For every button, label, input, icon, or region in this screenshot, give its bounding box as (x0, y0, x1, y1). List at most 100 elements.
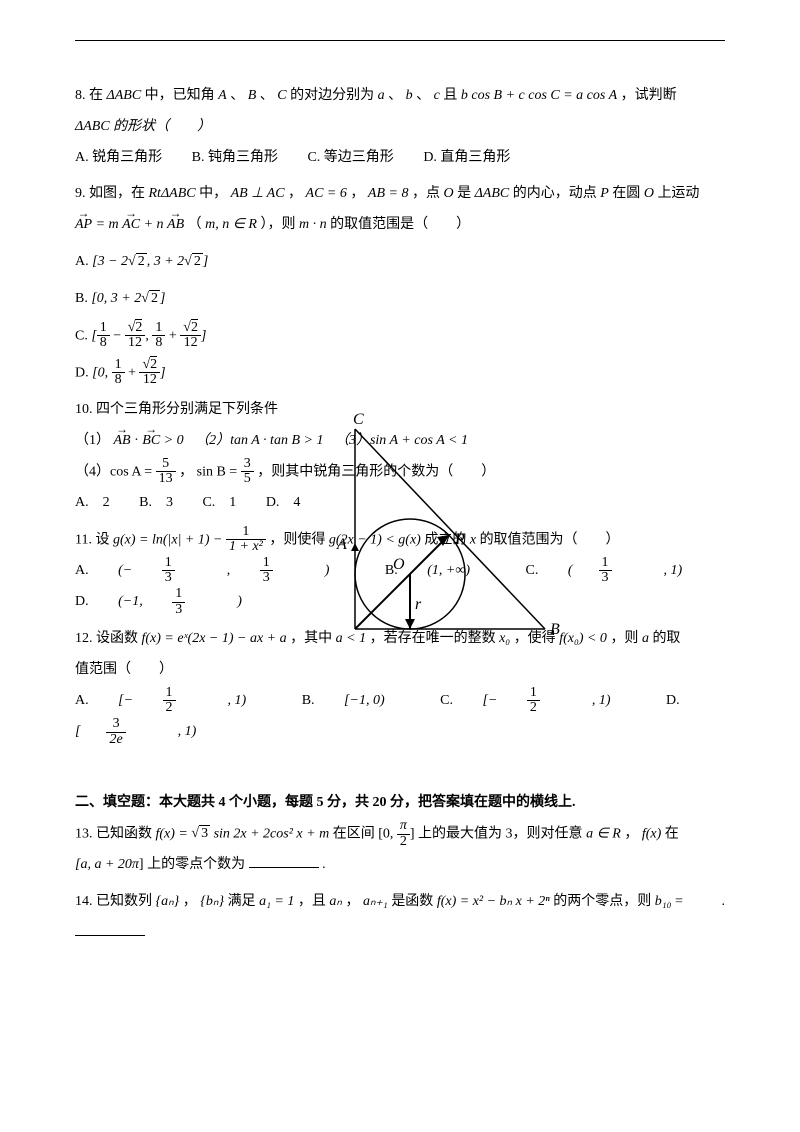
q9-t6: 在圆 (612, 186, 644, 201)
q10-d2: 5 (241, 472, 254, 487)
q9a-label: A. (75, 254, 92, 269)
q13-aa: a, a + 20π (80, 857, 138, 872)
q11d-d: 3 (172, 603, 185, 618)
q11d-l: D. (75, 594, 92, 609)
q9-mn: m, n ∈ R (205, 217, 257, 232)
q13-ain: a ∈ R (586, 826, 621, 841)
q9c-c: ] (201, 328, 206, 343)
q8-line2: ΔABC 的形状（ ） (75, 119, 211, 134)
q9-c2: ， (350, 186, 364, 201)
q13-c: ] 上的最大值为 3，则对任意 (410, 826, 586, 841)
q9b-o: [0, 3 + 2 (91, 291, 141, 306)
question-9: 9. 如图，在 RtΔABC 中， AB ⊥ AC ， AC = 6 ， AB … (75, 179, 725, 389)
question-11: 11. 设 g(x) = ln(|x| + 1) − 11 + x² ，则使得 … (75, 525, 725, 619)
q11c-o: ( (568, 563, 573, 578)
q12c-c: , 1) (592, 693, 611, 708)
q9-ap: AP (75, 210, 92, 241)
q8-options: A. 锐角三角形 B. 钝角三角形 C. 等边三角形 D. 直角三角形 (75, 143, 725, 174)
fraction: 13 (162, 556, 201, 586)
q9-perp: AB ⊥ AC (231, 186, 285, 201)
q12b-l: B. (302, 693, 318, 708)
page: 8. 在 ΔABC 中，已知角 A 、 B 、 C 的对边分别为 a 、 b 、… (0, 0, 800, 1132)
q8-eqn: b cos B + c cos C = a cos A (461, 88, 617, 103)
answer-blank[interactable] (75, 935, 145, 936)
q9-t4: 是 (457, 186, 475, 201)
q9b-r: 2 (149, 290, 160, 306)
q9a-r2: 2 (192, 253, 203, 269)
q12d-o: [ (75, 724, 80, 739)
q12-f: f(x) = eˣ(2x − 1) − ax + a (142, 631, 287, 646)
q13-e: 在 (665, 826, 679, 841)
q12d-c: , 1) (178, 724, 197, 739)
fraction: 18 (112, 358, 125, 388)
q10-oc: C. 1 (202, 495, 236, 510)
q10-c1a: （1） (75, 433, 110, 448)
fraction: 11 + x² (226, 525, 266, 555)
q12-e: ，则 (610, 631, 642, 646)
q10-od: D. 4 (266, 495, 301, 510)
q8-opt-a: A. 锐角三角形 (75, 150, 162, 165)
q9d-rn: √2 (139, 358, 160, 374)
q9d-o: [0, (92, 365, 111, 380)
q13-f: f(x) = (156, 826, 192, 841)
question-13: 13. 已知函数 f(x) = √3 sin 2x + 2cos² x + m … (75, 819, 725, 881)
q13-rest: sin 2x + 2cos² x + m (210, 826, 329, 841)
question-8: 8. 在 ΔABC 中，已知角 A 、 B 、 C 的对边分别为 a 、 b 、… (75, 81, 725, 173)
q9-t7: 上运动 (657, 186, 699, 201)
q9b-c: ] (160, 291, 165, 306)
fraction: 35 (241, 457, 254, 487)
q9c-label: C. (75, 328, 91, 343)
q9-t2: 中， (199, 186, 227, 201)
q10-dot: · (134, 433, 142, 448)
q10-c4b: ， sin B = (179, 464, 241, 479)
q9-abc: ΔABC (475, 186, 510, 201)
q9-lp: （ (188, 217, 202, 232)
q12a-c: , 1) (228, 693, 247, 708)
q14-a: 14. 已知数列 (75, 894, 156, 909)
q14-d: ，且 (298, 894, 330, 909)
fraction: √212 (180, 321, 201, 351)
q13-fx: f(x) (642, 826, 661, 841)
q9c-rn: √2 (125, 321, 146, 337)
q9c-rn2: √2 (180, 321, 201, 337)
q14-an1: aₙ₊₁ (363, 894, 388, 909)
q11-x: x (470, 532, 476, 547)
q8-stem-line1: 8. 在 ΔABC 中，已知角 A 、 B 、 C 的对边分别为 a 、 b 、… (75, 81, 725, 112)
q9-t3: ，点 (412, 186, 444, 201)
q14-h: = (675, 894, 683, 909)
q13-two: 2 (397, 835, 410, 850)
q10-v2: BC (142, 426, 160, 457)
q11c-l: C. (526, 563, 542, 578)
q12d-d: 2e (106, 733, 125, 748)
q9c-rn2v: 2 (191, 319, 198, 335)
q11a-d2: 3 (260, 571, 273, 586)
q14-f: 是函数 (391, 894, 437, 909)
q10-ob: B. 3 (139, 495, 173, 510)
question-14: 14. 已知数列 {aₙ} ， {bₙ} 满足 a₁ = 1 ，且 aₙ ， a… (75, 887, 725, 949)
q9d-c: ] (160, 365, 165, 380)
q12a-o: [− (118, 693, 136, 708)
q10-c4a: （4）cos A = (75, 464, 156, 479)
q9-line2: AP = m AC + n AB （ m, n ∈ R ），则 m · n 的取… (75, 210, 725, 241)
q8-opt-b: B. 钝角三角形 (192, 150, 278, 165)
q11-b: ，则使得 (269, 532, 329, 547)
fraction: 13 (172, 587, 211, 617)
q9a-o: [3 − 2 (92, 254, 128, 269)
answer-blank[interactable] (249, 867, 319, 868)
q12c-l: C. (440, 693, 456, 708)
q11b-t: (1, +∞) (427, 563, 470, 578)
q11-d: 1 + x² (226, 540, 266, 555)
q14-a1: a₁ = 1 (259, 894, 294, 909)
q12-b: ，其中 (290, 631, 336, 646)
q9c-n1: 1 (97, 321, 110, 337)
q9c-n2: 1 (152, 321, 165, 337)
q10-cond-row2: （4）cos A = 513 ， sin B = 35 ，则其中锐角三角形的个数… (75, 457, 725, 488)
q12d-n: 3 (106, 717, 125, 733)
q11d-n: 1 (172, 587, 185, 603)
q11a-c: ) (325, 563, 330, 578)
q11c-n: 1 (599, 556, 612, 572)
q12c-o: [− (482, 693, 500, 708)
q12-d: ，使得 (514, 631, 560, 646)
q12-a: 12. 设函数 (75, 631, 142, 646)
q9c-d2: 8 (152, 336, 165, 351)
